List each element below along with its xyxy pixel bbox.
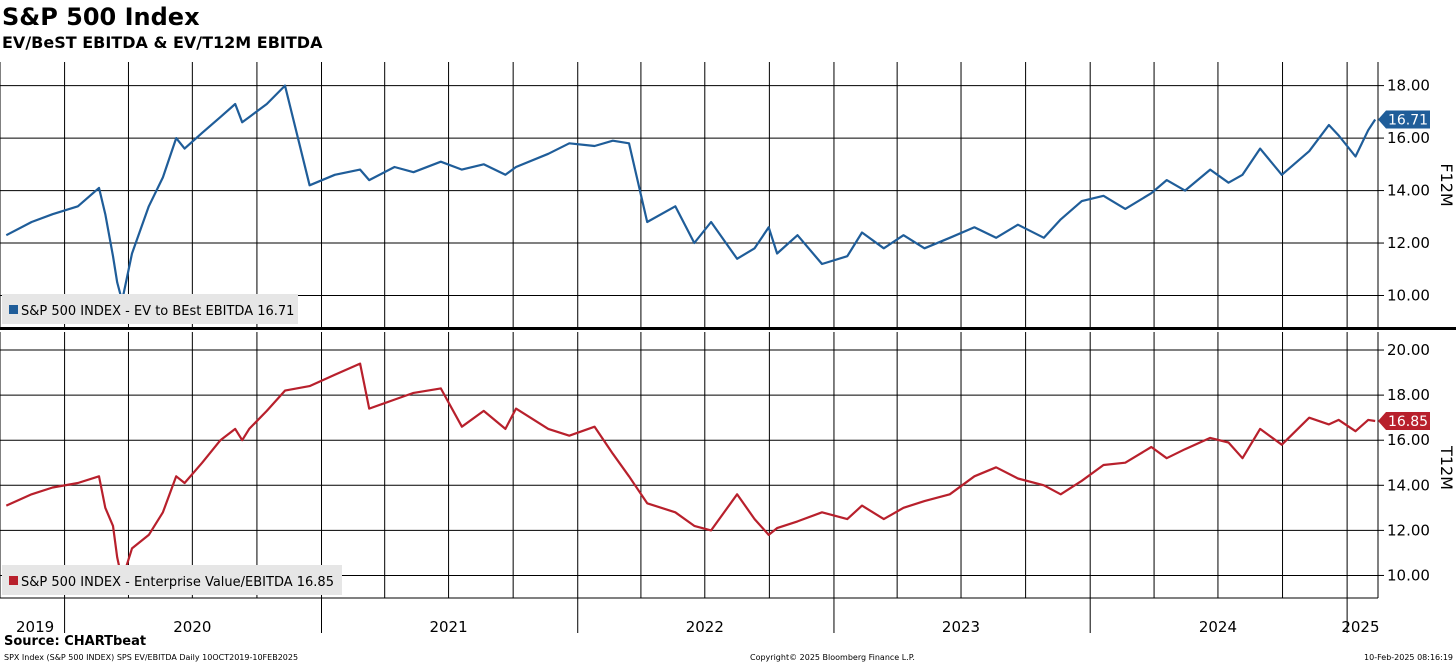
legend-bottom-swatch <box>9 576 18 585</box>
x-year-label: 2021 <box>429 618 467 636</box>
last-value-label: 16.71 <box>1388 112 1428 128</box>
x-year-label: 2019 <box>16 618 54 636</box>
series-line <box>5 84 1377 302</box>
legend-top: S&P 500 INDEX - EV to BEst EBITDA 16.71 <box>2 294 298 324</box>
series-line <box>5 362 1376 582</box>
footer-ticker-info: SPX Index (S&P 500 INDEX) SPS EV/EBITDA … <box>4 653 299 662</box>
legend-bottom-label: S&P 500 INDEX - Enterprise Value/EBITDA … <box>21 575 334 590</box>
last-value-badge <box>1378 412 1430 431</box>
y-tick-label: 16.00 <box>1387 431 1430 449</box>
legend-bottom-background <box>2 565 342 595</box>
y-tick-label: 18.00 <box>1387 386 1430 404</box>
legend-top-swatch <box>9 305 18 314</box>
y-axis-title-top: F12M <box>1437 163 1456 206</box>
footer-timestamp: 10-Feb-2025 08:16:19 <box>1364 653 1453 662</box>
legend-top-background <box>2 294 298 324</box>
y-tick-label: 14.00 <box>1387 182 1430 200</box>
y-tick-label: 10.00 <box>1387 287 1430 305</box>
y-axis-title-bottom: T12M <box>1437 445 1456 490</box>
legend-bottom: S&P 500 INDEX - Enterprise Value/EBITDA … <box>2 565 342 595</box>
label-layer: 18.00 16.00 14.00 12.00 10.00 16.71 20.00 18.00… <box>16 77 1430 636</box>
y-tick-label: 18.00 <box>1387 77 1430 95</box>
grid-layer <box>0 62 1378 598</box>
series-layer <box>5 84 1377 582</box>
y-tick-label: 14.00 <box>1387 476 1430 494</box>
frame-layer <box>0 62 1456 633</box>
y-tick-label: 20.00 <box>1387 341 1430 359</box>
last-value-label: 16.85 <box>1388 414 1428 430</box>
y-tick-label: 10.00 <box>1387 566 1430 584</box>
x-year-label: 2023 <box>942 618 980 636</box>
x-year-label: 2024 <box>1199 618 1237 636</box>
x-year-label: 2022 <box>686 618 724 636</box>
legend-top-label: S&P 500 INDEX - EV to BEst EBITDA 16.71 <box>21 304 294 319</box>
last-value-badge <box>1378 110 1430 129</box>
x-year-label: 2025 <box>1341 618 1379 636</box>
x-year-label: 2020 <box>173 618 211 636</box>
y-tick-label: 16.00 <box>1387 129 1430 147</box>
chart-subtitle: EV/BeST EBITDA & EV/T12M EBITDA <box>2 33 323 52</box>
y-tick-label: 12.00 <box>1387 234 1430 252</box>
y-tick-label: 12.00 <box>1387 521 1430 539</box>
chart-title: S&P 500 Index <box>2 3 200 31</box>
footer-copyright: Copyright© 2025 Bloomberg Finance L.P. <box>750 653 915 662</box>
source-note: Source: CHARTbeat <box>4 634 147 649</box>
